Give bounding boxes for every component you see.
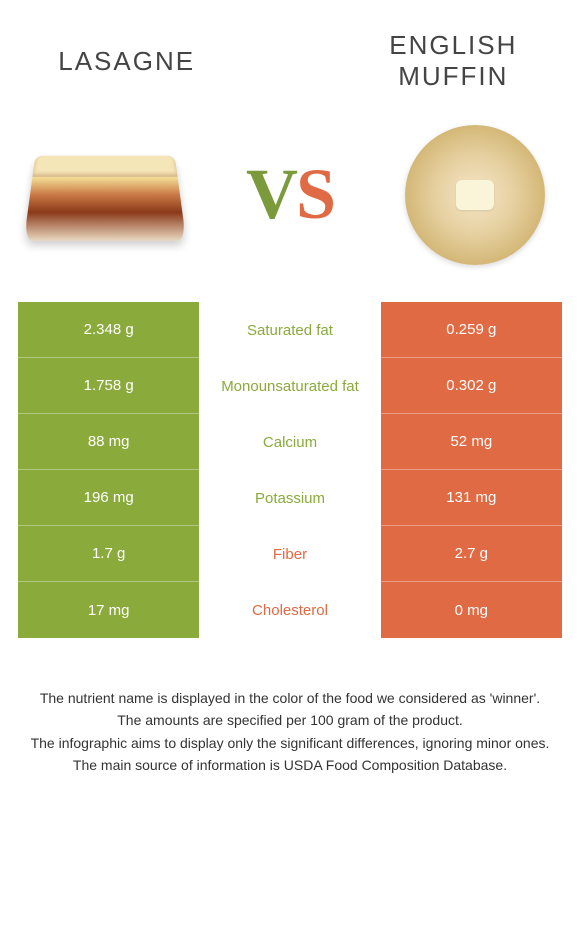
left-value: 196 mg (18, 470, 199, 526)
left-food-image (20, 120, 190, 270)
footer-notes: The nutrient name is displayed in the co… (0, 638, 580, 775)
footer-line: The infographic aims to display only the… (30, 733, 550, 753)
footer-line: The amounts are specified per 100 gram o… (30, 710, 550, 730)
right-food-image (390, 120, 560, 270)
muffin-icon (405, 125, 545, 265)
right-value: 0.302 g (381, 358, 562, 414)
left-food-title: LASAGNE (27, 46, 227, 77)
nutrient-label: Potassium (199, 470, 380, 526)
right-value: 0 mg (381, 582, 562, 638)
right-value: 131 mg (381, 470, 562, 526)
nutrient-label: Cholesterol (199, 582, 380, 638)
right-value: 52 mg (381, 414, 562, 470)
right-food-title: ENGLISH MUFFIN (353, 30, 553, 92)
table-row: 17 mgCholesterol0 mg (18, 582, 562, 638)
table-row: 2.348 gSaturated fat0.259 g (18, 302, 562, 358)
nutrient-label: Saturated fat (199, 302, 380, 358)
nutrient-label: Fiber (199, 526, 380, 582)
vs-label: VS (246, 153, 334, 236)
left-value: 1.758 g (18, 358, 199, 414)
footer-line: The main source of information is USDA F… (30, 755, 550, 775)
nutrient-label: Calcium (199, 414, 380, 470)
nutrient-table: 2.348 gSaturated fat0.259 g1.758 gMonoun… (18, 302, 562, 638)
header: LASAGNE ENGLISH MUFFIN (0, 0, 580, 102)
table-row: 1.7 gFiber2.7 g (18, 526, 562, 582)
table-row: 88 mgCalcium52 mg (18, 414, 562, 470)
footer-line: The nutrient name is displayed in the co… (30, 688, 550, 708)
images-row: VS (0, 102, 580, 302)
nutrient-label: Monounsaturated fat (199, 358, 380, 414)
lasagne-icon (24, 155, 187, 240)
left-value: 2.348 g (18, 302, 199, 358)
left-value: 17 mg (18, 582, 199, 638)
table-row: 1.758 gMonounsaturated fat0.302 g (18, 358, 562, 414)
vs-s: S (296, 154, 334, 234)
left-value: 88 mg (18, 414, 199, 470)
right-value: 2.7 g (381, 526, 562, 582)
table-row: 196 mgPotassium131 mg (18, 470, 562, 526)
right-value: 0.259 g (381, 302, 562, 358)
left-value: 1.7 g (18, 526, 199, 582)
vs-v: V (246, 154, 296, 234)
